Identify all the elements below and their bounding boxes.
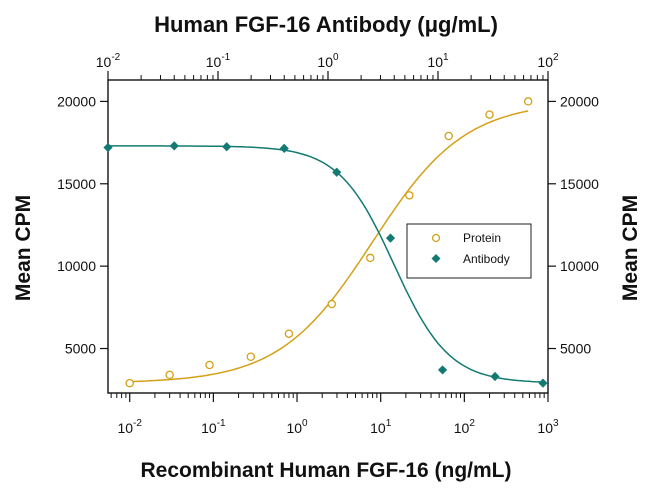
point-antibody [103,142,113,153]
legend-protein-label: Protein [463,231,501,245]
point-protein [365,253,375,263]
legend-antibody-label: Antibody [463,252,510,266]
point-protein [485,110,494,119]
y-left-tick-label: 15000 [57,176,96,192]
fit-curve-antibody [108,145,544,383]
point-protein [246,352,256,362]
legend-protein-marker [431,233,441,243]
x-axis-label: Recombinant Human FGF-16 (ng/mL) [140,459,511,482]
point-protein [165,370,174,380]
y-axis-label-right: Mean CPM [619,195,642,301]
points-group [103,97,548,388]
point-antibody [332,167,342,177]
y-left-tick-label: 5000 [65,341,96,357]
point-protein [284,329,294,338]
x-bottom-tick-label: 101 [370,418,392,436]
point-antibody [538,378,548,388]
x-bottom-tick-label: 102 [454,418,476,436]
y-right-tick-label: 10000 [560,258,599,274]
point-antibody [222,142,232,152]
y-right-tick-label: 20000 [560,93,599,109]
x-top-tick-label: 100 [317,52,339,70]
ticks-group: 10-2 10-1 100 101 102 103 10-2 10-1 100 101 102 500… [57,52,599,436]
point-protein [327,299,336,309]
x-bottom-tick-label: 100 [286,418,308,436]
point-protein [405,191,414,200]
legend-box [406,223,532,279]
point-antibody [169,141,179,151]
x-top-tick-label: 10-2 [96,52,121,70]
x-top-tick-label: 10-1 [206,52,231,70]
x-top-tick-label: 101 [427,52,449,70]
point-protein [444,131,453,141]
point-antibody [385,233,396,243]
y-left-tick-label: 10000 [57,258,96,274]
y-left-tick-label: 20000 [57,93,96,109]
point-protein [205,360,214,370]
x-bottom-tick-label: 103 [537,418,559,436]
point-antibody [437,365,448,375]
point-protein [523,97,533,106]
x-bottom-tick-label: 10-2 [117,418,142,436]
legend: Protein Antibody [406,223,532,279]
chart-title: Human FGF-16 Antibody (μg/mL) [154,12,498,37]
point-protein [125,378,134,388]
point-antibody [279,143,289,153]
y-axis-label-left: Mean CPM [12,195,35,301]
x-top-tick-label: 102 [537,52,559,70]
point-antibody [490,371,500,382]
y-right-tick-label: 15000 [560,176,599,192]
y-right-tick-label: 5000 [560,341,591,357]
legend-antibody-marker [431,254,441,263]
x-bottom-tick-label: 10-1 [201,418,226,436]
